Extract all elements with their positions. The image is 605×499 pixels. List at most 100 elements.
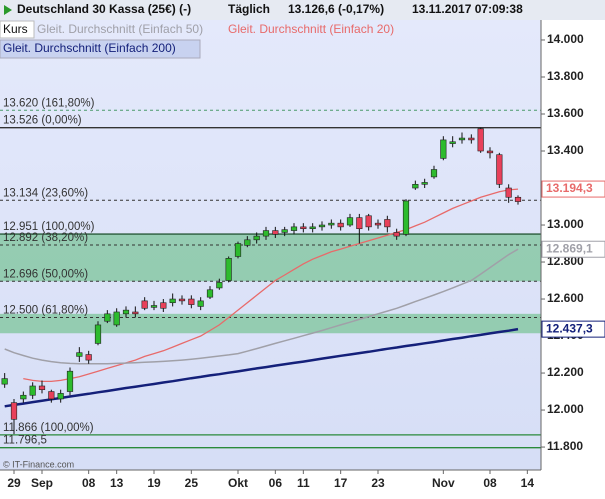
- candle-body: [384, 219, 391, 228]
- y-tick-label: 13.000: [547, 217, 584, 231]
- legend-entry: Gleit. Durchschnitt (Einfach 20): [228, 22, 394, 36]
- candle-body: [132, 311, 139, 315]
- x-tick-label: 23: [371, 476, 385, 490]
- value-tag: [541, 240, 605, 258]
- candle-body: [393, 232, 400, 237]
- candle-body: [48, 391, 55, 400]
- candle-body: [244, 239, 251, 246]
- candle-body: [440, 139, 447, 159]
- interval: Täglich: [228, 2, 270, 16]
- candle-body: [104, 313, 111, 322]
- candle-body: [449, 141, 456, 144]
- y-tick-label: 11.800: [547, 439, 583, 453]
- x-tick-label: Sep: [31, 476, 53, 490]
- candle-body: [486, 150, 494, 154]
- candle-body: [188, 298, 195, 305]
- candle-body: [318, 224, 326, 228]
- candle-body: [94, 324, 102, 344]
- candle-body: [197, 300, 204, 307]
- x-tick-label: 17: [334, 476, 348, 490]
- legend-box: [0, 20, 35, 39]
- candle-body: [29, 385, 36, 396]
- candle-body: [10, 402, 18, 420]
- title: Deutschland 30 Kassa (25€) (-): [17, 2, 191, 16]
- candle-body: [290, 226, 298, 231]
- candle-body: [76, 352, 83, 357]
- candle-body: [57, 393, 64, 400]
- x-tick-label: 14: [521, 476, 535, 490]
- candle-body: [458, 137, 466, 141]
- legend-box: [0, 39, 201, 59]
- value-tag-label: 12.869,1: [546, 241, 593, 255]
- y-tick-label: 12.200: [547, 365, 584, 379]
- level-label: 12.500 (61,80%): [3, 305, 88, 317]
- legend-entry: Gleit. Durchschnitt (Einfach 50): [37, 22, 203, 36]
- candle-body: [150, 305, 158, 308]
- value-tag: [541, 320, 605, 338]
- level-label: 13.134 (23,60%): [3, 187, 88, 199]
- quote: 13.126,6 (-0,17%): [288, 2, 384, 16]
- level-label: 12.951 (100,00%): [3, 221, 95, 233]
- x-tick-label: Nov: [432, 476, 455, 490]
- legend-entry: Kurs: [3, 22, 28, 36]
- candle-body: [216, 282, 223, 289]
- candle-body: [337, 222, 344, 228]
- candle-body: [141, 300, 148, 309]
- header-bar: [0, 0, 605, 20]
- candle-body: [328, 222, 335, 226]
- candle-body: [468, 137, 475, 141]
- candle-body: [430, 169, 438, 178]
- level-label: 12.892 (38,20%): [3, 232, 88, 244]
- x-tick-label: Okt: [228, 476, 248, 490]
- level-label: 13.526 (0,00%): [3, 115, 82, 127]
- x-tick-label: 08: [483, 476, 497, 490]
- level-label: 12.696 (50,00%): [3, 268, 88, 280]
- ma-line: [4, 248, 519, 365]
- y-tick-label: 13.400: [547, 143, 584, 157]
- candle-body: [160, 302, 167, 309]
- x-tick-label: 13: [110, 476, 124, 490]
- candle-body: [225, 258, 232, 281]
- header-icon: [4, 5, 12, 15]
- candle-body: [356, 217, 363, 230]
- y-tick-label: 12.000: [547, 402, 584, 416]
- level-label: 11.796,5: [3, 435, 47, 447]
- source: © IT-Finance.com: [3, 459, 74, 469]
- candle-body: [206, 289, 214, 298]
- candle-body: [421, 182, 428, 185]
- candle-body: [169, 298, 176, 304]
- candle-body: [262, 230, 270, 237]
- candle-body: [346, 217, 354, 226]
- x-tick-label: 11: [297, 476, 310, 490]
- candle-body: [178, 298, 186, 302]
- candle-body: [309, 226, 316, 230]
- y-tick-label: 13.600: [547, 106, 584, 120]
- ma-line: [4, 327, 519, 408]
- candle-body: [234, 243, 242, 257]
- candle-body: [300, 226, 307, 230]
- candle-body: [477, 128, 484, 152]
- value-tag: [541, 180, 605, 198]
- level-label: 11.866 (100,00%): [3, 422, 94, 434]
- candle-body: [38, 385, 46, 390]
- value-tag-label: 12.437,3: [546, 321, 593, 335]
- value-tag-label: 13.194,3: [546, 181, 593, 195]
- candle-body: [20, 394, 27, 400]
- candle-body: [412, 184, 419, 189]
- legend-entry: Gleit. Durchschnitt (Einfach 200): [3, 41, 176, 55]
- y-tick-label: 12.600: [547, 291, 584, 305]
- candle-body: [514, 196, 522, 202]
- candle-body: [281, 229, 288, 233]
- candle-body: [122, 309, 130, 315]
- x-tick-label: 08: [82, 476, 96, 490]
- candle-body: [85, 354, 92, 361]
- zone: [0, 313, 541, 334]
- candle-body: [374, 222, 382, 226]
- candle-body: [113, 311, 120, 326]
- x-tick-label: 29: [7, 476, 21, 490]
- zone: [0, 234, 541, 282]
- y-tick-label: 13.800: [547, 69, 584, 83]
- candle-body: [505, 187, 512, 198]
